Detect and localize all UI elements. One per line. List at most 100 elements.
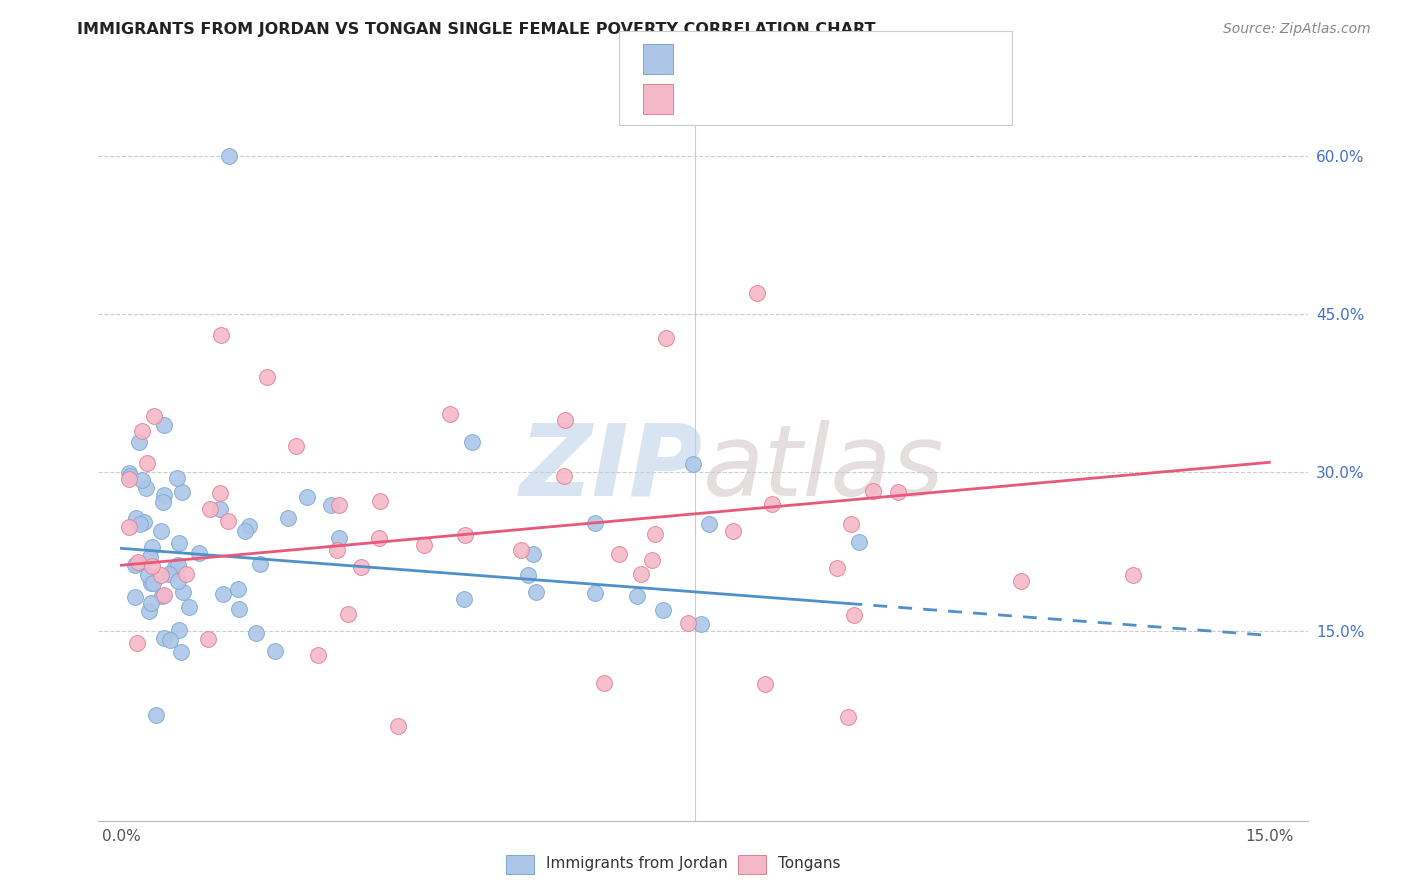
Point [150,590,173,604]
Point [141,540,163,554]
Text: R =: R = [688,53,721,68]
Point [150,567,173,582]
Point [142,576,165,591]
Point [228,602,250,616]
Point [131,474,153,488]
Point [128,516,150,531]
Point [676,615,699,630]
Point [1122,568,1144,582]
Point [754,677,776,691]
Point [839,517,862,532]
Point [307,648,329,662]
Point [127,636,149,650]
Text: Source: ZipAtlas.com: Source: ZipAtlas.com [1223,22,1371,37]
Point [118,472,141,486]
Point [172,485,194,500]
Point [630,567,652,582]
Point [553,469,575,483]
Point [179,600,201,615]
Point [745,285,768,300]
Point [651,603,673,617]
Point [848,534,870,549]
Point [169,536,191,550]
Point [197,632,219,647]
Point [152,589,174,603]
Point [138,549,160,564]
Point [141,575,163,590]
Point [337,607,360,621]
Point [721,524,744,539]
Point [136,568,159,582]
Point [152,495,174,509]
Point [125,510,148,524]
Point [837,710,859,724]
Point [256,370,278,384]
Point [170,645,193,659]
Text: N =: N = [821,53,865,68]
Point [217,514,239,528]
Point [264,643,287,657]
Point [461,435,484,450]
Point [697,516,720,531]
Text: IMMIGRANTS FROM JORDAN VS TONGAN SINGLE FEMALE POVERTY CORRELATION CHART: IMMIGRANTS FROM JORDAN VS TONGAN SINGLE … [77,22,876,37]
Point [165,559,187,574]
Point [218,149,240,163]
Point [682,457,704,471]
Text: Immigrants from Jordan: Immigrants from Jordan [546,856,727,871]
Point [825,560,848,574]
Point [166,574,188,588]
Point [454,528,477,542]
Point [235,524,257,538]
Point [238,518,260,533]
Point [124,591,146,605]
Point [862,483,884,498]
Point [453,591,475,606]
Point [245,625,267,640]
Text: 0.098: 0.098 [734,95,782,110]
Point [295,491,318,505]
Text: N =: N = [821,95,865,110]
Point [153,631,176,645]
Point [142,409,165,423]
Point [328,531,350,545]
Text: Tongans: Tongans [778,856,839,871]
Point [413,538,436,552]
Point [127,555,149,569]
Text: 65: 65 [889,53,910,68]
Text: -0.051: -0.051 [734,53,789,68]
Point [172,584,194,599]
Point [439,408,461,422]
Point [174,567,197,582]
Point [349,560,371,574]
Point [141,559,163,574]
Point [226,582,249,596]
Point [284,439,307,453]
Point [120,469,142,483]
Point [157,566,180,581]
Text: ZIP: ZIP [520,420,703,517]
Point [135,456,157,470]
Point [188,545,211,559]
Point [128,435,150,450]
Point [208,502,231,516]
Point [626,589,648,603]
Point [328,499,350,513]
Point [145,708,167,723]
Point [592,676,614,690]
Point [387,719,409,733]
Point [159,633,181,648]
Point [138,605,160,619]
Point [277,511,299,525]
Point [609,547,631,561]
Point [522,547,544,561]
Point [1010,574,1032,589]
Point [139,596,162,610]
Point [198,502,221,516]
Point [118,466,141,480]
Point [583,586,606,600]
Point [644,527,666,541]
Point [208,485,231,500]
Point [367,531,389,545]
Point [326,543,349,558]
Point [166,470,188,484]
